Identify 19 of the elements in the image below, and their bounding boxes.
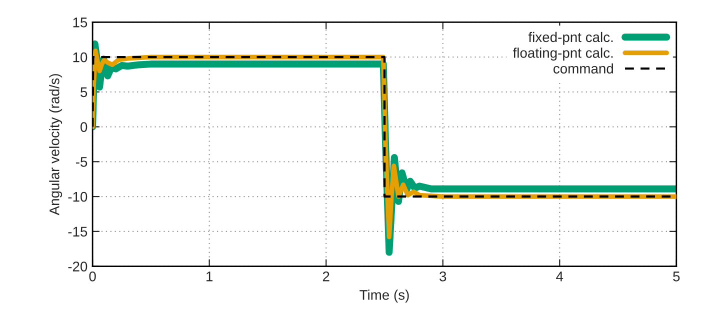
legend-label: fixed-pnt calc. bbox=[528, 32, 613, 45]
y-tick-label: -15 bbox=[68, 226, 88, 237]
y-tick-label: -5 bbox=[76, 157, 88, 167]
legend-label: floating-pnt calc. bbox=[512, 48, 613, 61]
legend-label: command bbox=[554, 63, 614, 74]
x-tick-label: 3 bbox=[440, 272, 446, 282]
y-axis-title: Angular velocity (rad/s) bbox=[49, 74, 62, 216]
y-tick-label: 0 bbox=[80, 122, 88, 132]
y-tick-label: 15 bbox=[73, 18, 88, 28]
x-tick-label: 0 bbox=[89, 272, 96, 282]
x-axis-title: Time (s) bbox=[360, 290, 409, 303]
y-tick-label: 5 bbox=[80, 87, 88, 98]
x-tick-label: 4 bbox=[556, 272, 564, 282]
y-tick-label: 10 bbox=[73, 52, 88, 62]
x-tick-label: 2 bbox=[322, 272, 330, 282]
y-tick-label: -10 bbox=[68, 192, 88, 202]
x-tick-label: 1 bbox=[206, 272, 213, 282]
x-tick-label: 5 bbox=[673, 272, 680, 282]
y-tick-label: -20 bbox=[68, 262, 88, 272]
